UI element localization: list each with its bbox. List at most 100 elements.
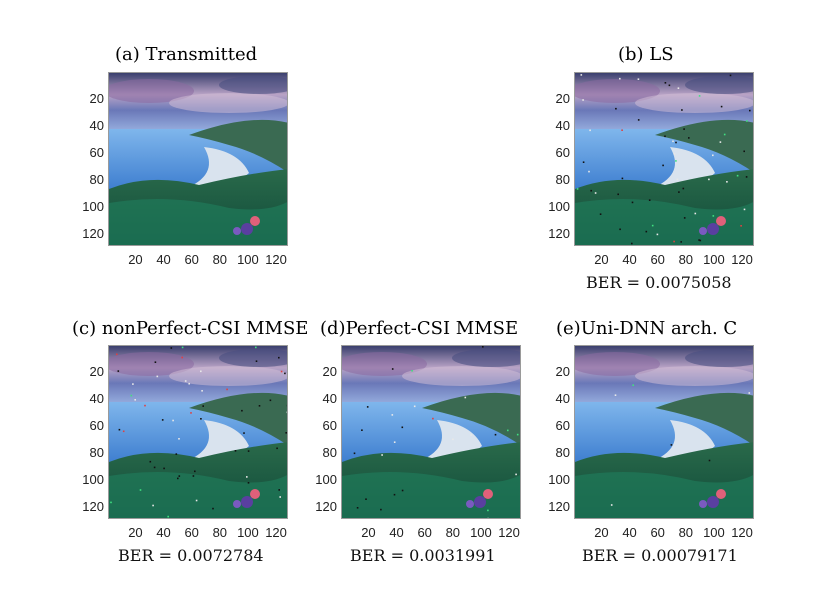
y-tick-label: 60 bbox=[322, 417, 337, 433]
noise-pixel bbox=[683, 217, 686, 219]
ber-label: BER = 0.00079171 bbox=[582, 546, 738, 565]
y-tick-label: 40 bbox=[89, 390, 104, 406]
noise-pixel bbox=[678, 191, 680, 193]
y-tick-label: 80 bbox=[89, 445, 104, 461]
noise-pixel bbox=[276, 447, 278, 450]
x-tick-label: 40 bbox=[389, 525, 404, 540]
noise-pixel bbox=[170, 347, 173, 349]
noise-pixel bbox=[662, 164, 664, 167]
x-tick-label: 60 bbox=[184, 252, 199, 267]
noise-pixel bbox=[432, 417, 434, 420]
y-tick-label: 120 bbox=[548, 499, 570, 515]
x-tick-label: 60 bbox=[417, 525, 432, 540]
noise-pixel bbox=[670, 444, 673, 446]
y-tick-label: 40 bbox=[322, 390, 337, 406]
y-tick-label: 100 bbox=[548, 472, 570, 488]
x-tick-label: 80 bbox=[678, 252, 694, 267]
noise-pixel bbox=[411, 370, 413, 372]
noise-pixel bbox=[178, 438, 180, 440]
x-tick-label: 80 bbox=[445, 525, 461, 540]
noise-pixel bbox=[452, 438, 454, 441]
noise-pixel bbox=[381, 454, 383, 456]
y-tick-label: 80 bbox=[555, 445, 570, 461]
noise-pixel bbox=[401, 489, 404, 492]
noise-pixel bbox=[648, 199, 651, 201]
noise-pixel bbox=[195, 499, 198, 502]
noise-pixel bbox=[279, 496, 281, 498]
noise-pixel bbox=[380, 508, 382, 511]
noise-pixel bbox=[139, 489, 142, 491]
noise-pixel bbox=[117, 370, 120, 372]
noise-pixel bbox=[723, 133, 726, 136]
x-tick-label: 100 bbox=[237, 525, 259, 540]
noise-pixel bbox=[588, 170, 590, 173]
landscape-image bbox=[574, 72, 754, 246]
noise-pixel bbox=[681, 109, 683, 111]
x-tick-label: 40 bbox=[622, 525, 637, 540]
noise-pixel bbox=[175, 453, 178, 455]
noise-pixel bbox=[144, 404, 146, 407]
noise-pixel bbox=[190, 412, 192, 414]
noise-pixel bbox=[234, 450, 237, 452]
x-tick-label: 120 bbox=[265, 252, 287, 267]
noise-pixel bbox=[631, 242, 633, 245]
noise-pixel bbox=[664, 135, 666, 138]
x-tick-label: 20 bbox=[594, 525, 609, 540]
noise-pixel bbox=[487, 517, 489, 518]
noise-pixel bbox=[284, 372, 286, 375]
noise-pixel bbox=[682, 187, 685, 190]
x-tick-label: 20 bbox=[128, 525, 143, 540]
noise-pixel bbox=[743, 208, 746, 211]
noise-pixel bbox=[672, 140, 674, 143]
noise-pixel bbox=[590, 189, 592, 192]
y-tick-label: 20 bbox=[555, 90, 570, 106]
noise-pixel bbox=[202, 405, 204, 407]
noise-pixel bbox=[719, 141, 722, 143]
noise-pixel bbox=[269, 399, 272, 402]
noise-pixel bbox=[694, 212, 697, 215]
noise-pixel bbox=[286, 411, 287, 414]
noise-pixel bbox=[736, 174, 739, 177]
noise-pixel bbox=[366, 406, 369, 408]
noise-pixel bbox=[748, 392, 751, 394]
noise-pixel bbox=[201, 390, 203, 392]
noise-pixel bbox=[582, 99, 584, 101]
noise-pixel bbox=[617, 193, 619, 196]
y-tick-label: 40 bbox=[555, 390, 570, 406]
landscape-image bbox=[108, 72, 288, 246]
y-tick-label: 60 bbox=[89, 417, 104, 433]
noise-pixel bbox=[615, 107, 617, 110]
x-tick-label: 120 bbox=[498, 525, 520, 540]
noise-pixel bbox=[745, 176, 748, 178]
noise-pixel bbox=[353, 452, 356, 455]
noise-pixel bbox=[247, 450, 250, 452]
noise-pixel bbox=[729, 74, 732, 77]
y-tick-label: 100 bbox=[82, 199, 104, 215]
noise-pixel bbox=[163, 467, 165, 470]
y-tick-label: 100 bbox=[315, 472, 337, 488]
x-tick-label: 80 bbox=[678, 525, 694, 540]
noise-pixel bbox=[507, 429, 509, 432]
noise-pixel bbox=[740, 225, 742, 227]
noise-pixel bbox=[743, 150, 745, 153]
x-tick-label: 120 bbox=[731, 252, 753, 267]
landscape-image bbox=[108, 345, 288, 519]
y-tick-label: 20 bbox=[555, 363, 570, 379]
noise-pixel bbox=[192, 475, 195, 477]
x-tick-label: 60 bbox=[184, 525, 199, 540]
noise-pixel bbox=[708, 178, 710, 181]
y-tick-label: 80 bbox=[322, 445, 337, 461]
noise-pixel bbox=[116, 353, 118, 356]
noise-pixel bbox=[243, 432, 245, 434]
noise-pixel bbox=[247, 482, 250, 484]
noise-pixel bbox=[246, 476, 248, 478]
noise-pixel bbox=[698, 239, 700, 241]
x-tick-label: 100 bbox=[470, 525, 492, 540]
landscape-image bbox=[574, 345, 754, 519]
noise-pixel bbox=[167, 515, 169, 518]
noise-pixel bbox=[619, 77, 621, 80]
noise-pixel bbox=[286, 404, 287, 407]
noise-pixel bbox=[241, 409, 243, 412]
panel-title: (e)Uni-DNN arch. C bbox=[556, 318, 738, 339]
ber-label: BER = 0.0072784 bbox=[118, 546, 264, 565]
